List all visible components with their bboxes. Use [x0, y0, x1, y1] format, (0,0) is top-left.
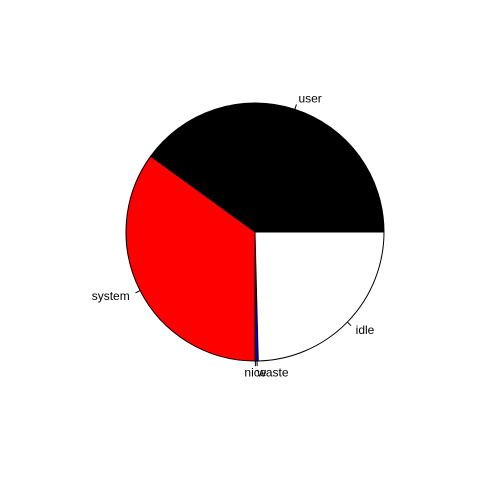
- pie-slice-idle: [254, 231, 385, 362]
- pie-label-nice: nice: [244, 366, 266, 380]
- pie-label-idle: idle: [356, 323, 375, 337]
- pie-tick-system: [135, 290, 141, 294]
- pie-label-system: system: [92, 289, 130, 303]
- pie-label-waste: waste: [256, 366, 289, 380]
- pie-tick-user: [294, 104, 297, 110]
- pie-slice-system: [125, 155, 256, 362]
- pie-label-ticks: [135, 104, 352, 367]
- pie-tick-idle: [347, 321, 352, 327]
- pie-label-user: user: [298, 91, 321, 105]
- pie-slices: [125, 102, 385, 362]
- pie-slice-user: [149, 102, 385, 233]
